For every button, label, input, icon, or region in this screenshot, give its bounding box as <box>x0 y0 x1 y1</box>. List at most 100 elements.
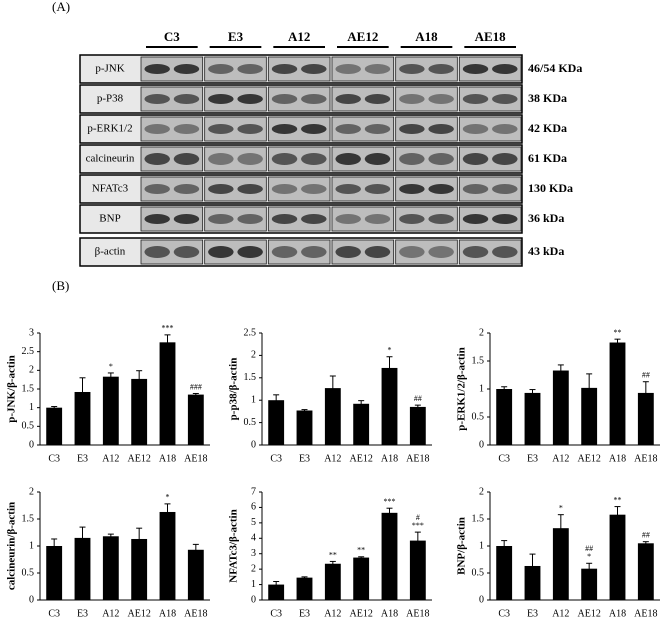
blot-band <box>271 153 298 165</box>
protein-label: p-P38 <box>97 93 124 105</box>
y-axis-label: NFATc3/β-actin <box>228 509 240 582</box>
x-tick-label: AE12 <box>127 608 150 619</box>
blot-band <box>144 124 170 134</box>
y-tick-label: 1.5 <box>244 372 257 383</box>
x-tick-label: AE18 <box>634 608 657 619</box>
y-tick-label: 0.5 <box>244 417 257 428</box>
size-label: 38 KDa <box>528 91 567 105</box>
y-tick-label: 1.5 <box>472 355 485 366</box>
bar <box>552 528 569 600</box>
blot-band <box>208 64 234 74</box>
blot-band <box>399 94 425 104</box>
blot-band <box>208 153 234 165</box>
blot-band <box>301 64 327 74</box>
significance: ### <box>190 382 202 391</box>
bar <box>74 391 91 445</box>
blot-band <box>237 184 263 194</box>
x-tick-label: A18 <box>159 453 176 464</box>
blot-band <box>462 94 489 104</box>
bar <box>102 536 119 600</box>
x-tick-label: E3 <box>77 453 88 464</box>
significance: * <box>388 346 392 355</box>
x-tick-label: AE18 <box>406 453 429 464</box>
blot-band <box>271 124 298 134</box>
protein-label: p-ERK1/2 <box>87 123 132 135</box>
blot-band <box>364 246 391 258</box>
bar <box>102 376 119 445</box>
blot-band <box>364 153 391 165</box>
blot-band <box>301 94 327 104</box>
y-tick-label: 0 <box>29 439 34 450</box>
blot-band <box>399 124 425 134</box>
bar <box>609 342 626 445</box>
x-tick-label: A12 <box>552 453 569 464</box>
blot-band <box>271 214 298 224</box>
blot-band <box>364 184 391 194</box>
bar <box>131 378 148 445</box>
significance: ** <box>614 328 622 337</box>
x-tick-label: AE18 <box>406 608 429 619</box>
significance: ## <box>414 394 422 403</box>
blot-band <box>144 153 170 165</box>
protein-label: BNP <box>99 213 120 225</box>
significance: ## <box>642 531 650 540</box>
significance: *** <box>412 521 424 530</box>
blot-band <box>492 214 518 224</box>
bar <box>381 512 398 600</box>
blot-band <box>237 153 263 165</box>
y-tick-label: 1.5 <box>472 513 485 524</box>
y-tick-label: 2 <box>29 486 34 497</box>
y-tick-label: 1.5 <box>22 383 35 394</box>
y-tick-label: 5 <box>251 517 256 528</box>
blot-band <box>399 153 425 165</box>
blot-band <box>144 64 170 74</box>
y-tick-label: 0 <box>251 439 256 450</box>
bar <box>409 406 426 445</box>
blot-band <box>335 94 361 104</box>
x-tick-label: AE12 <box>577 608 600 619</box>
blot-band <box>173 124 200 134</box>
x-tick-label: C3 <box>498 608 510 619</box>
blot-band <box>208 94 234 104</box>
blot-band <box>237 94 263 104</box>
x-tick-label: E3 <box>299 608 310 619</box>
blot-band <box>271 94 298 104</box>
x-tick-label: A18 <box>609 453 626 464</box>
blot-band <box>428 153 454 165</box>
blot-band <box>301 184 327 194</box>
blot-band <box>335 214 361 224</box>
group-label: A18 <box>415 29 438 44</box>
blot-band <box>208 214 234 224</box>
significance: ## <box>642 371 650 380</box>
bar <box>46 546 63 600</box>
blot-band <box>428 94 454 104</box>
y-tick-label: 2.5 <box>244 327 257 338</box>
x-tick-label: E3 <box>77 608 88 619</box>
blot-band <box>208 246 234 258</box>
x-tick-label: AE12 <box>349 453 372 464</box>
blot-band <box>428 246 454 258</box>
blot-band <box>173 184 200 194</box>
blot-band <box>428 214 454 224</box>
blot-band <box>173 64 200 74</box>
protein-label: calcineurin <box>86 153 135 165</box>
bar <box>268 584 285 600</box>
significance: * <box>166 493 170 502</box>
blot-band <box>399 246 425 258</box>
x-tick-label: A18 <box>381 453 398 464</box>
blot-band <box>364 124 391 134</box>
blot-band <box>462 246 489 258</box>
group-label: AE12 <box>347 29 378 44</box>
blot-band <box>492 124 518 134</box>
y-tick-label: 0 <box>29 594 34 605</box>
y-tick-label: 2 <box>251 563 256 574</box>
blot-band <box>301 246 327 258</box>
blot-band <box>492 94 518 104</box>
y-tick-label: 2 <box>479 327 484 338</box>
x-tick-label: A12 <box>102 453 119 464</box>
significance: * <box>109 362 113 371</box>
blot-band <box>173 94 200 104</box>
y-axis-label: calcineurin/β-actin <box>6 502 18 590</box>
y-tick-label: 0 <box>479 439 484 450</box>
size-label: 43 kDa <box>528 244 564 258</box>
